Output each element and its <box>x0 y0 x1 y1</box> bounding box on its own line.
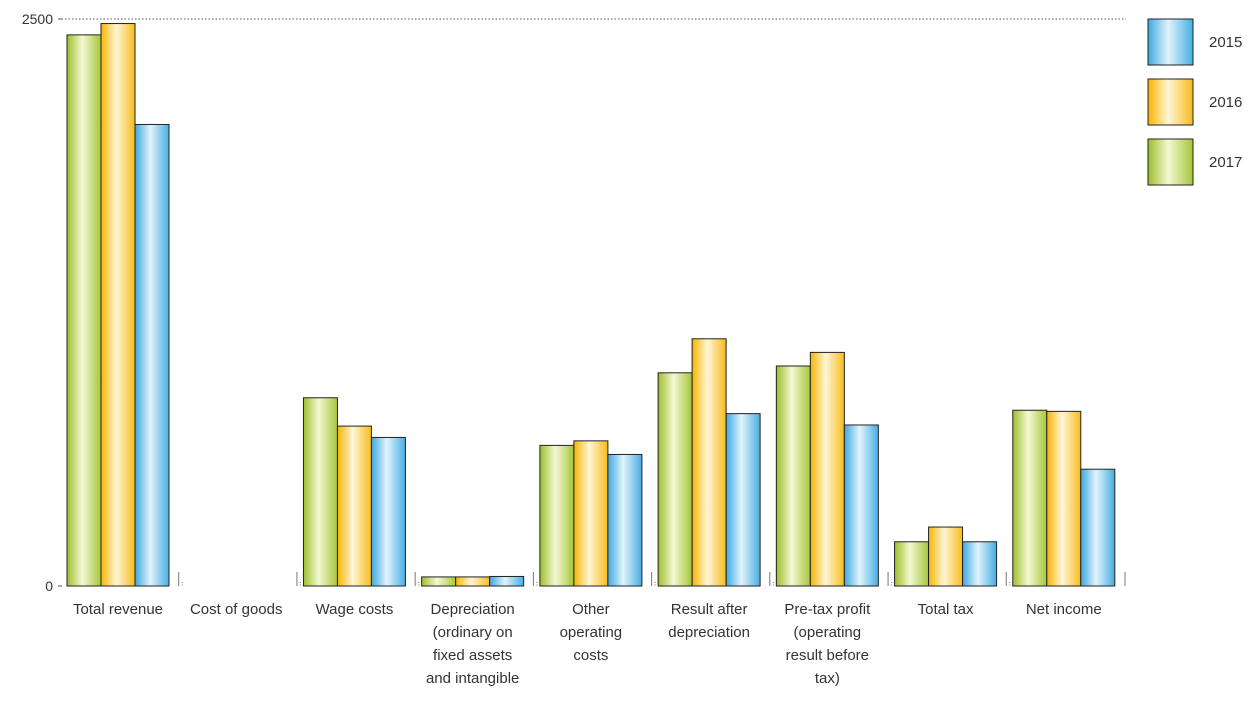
category-label: fixed assets <box>433 647 512 664</box>
category-labels: Total revenue Cost of goods Wage costs Depr… <box>73 601 1102 687</box>
bar-2016 <box>336 425 372 587</box>
bar-2017 <box>894 541 930 587</box>
bar-2017 <box>302 397 338 587</box>
bar-2016 <box>809 351 845 587</box>
category-label: depreciation <box>668 624 750 641</box>
bar-2016 <box>455 576 491 587</box>
bar-2016 <box>928 526 964 587</box>
bars <box>66 23 1116 587</box>
category-label: (operating <box>794 624 862 641</box>
bar-2016 <box>691 338 727 587</box>
category-label: Net income <box>1026 601 1102 618</box>
category-label: Total tax <box>918 601 974 618</box>
bar-2017 <box>657 372 693 587</box>
legend-label-2015: 2015 <box>1209 34 1242 51</box>
bar-2016 <box>573 440 609 587</box>
category-label: (ordinary on <box>433 624 513 641</box>
bar-2017 <box>1012 409 1048 587</box>
legend-swatch-2015 <box>1147 18 1194 66</box>
legend: 2015 2016 2017 <box>1147 18 1242 186</box>
legend-label-2017: 2017 <box>1209 154 1242 171</box>
bar-2016 <box>100 23 136 587</box>
category-label: Result after <box>671 601 748 618</box>
category-label: Depreciation <box>431 601 515 618</box>
bar-2017 <box>66 34 102 587</box>
legend-swatch-2017 <box>1147 138 1194 186</box>
bar-2016 <box>1046 410 1082 587</box>
bar-2015 <box>489 575 525 587</box>
category-label: result before <box>786 647 869 664</box>
bar-2017 <box>421 576 457 587</box>
bar-2015 <box>725 413 761 587</box>
category-label: Other <box>572 601 610 618</box>
bar-2015 <box>843 424 879 587</box>
bar-2015 <box>607 453 643 587</box>
bar-2015 <box>370 436 406 587</box>
category-label: Pre-tax profit <box>784 601 871 618</box>
legend-label-2016: 2016 <box>1209 94 1242 111</box>
y-tick-label: 0 <box>45 578 53 594</box>
category-label: costs <box>573 647 608 664</box>
bar-2015 <box>962 541 998 587</box>
category-label: tax) <box>815 670 840 687</box>
y-tick-label: 2500 <box>22 11 53 27</box>
category-label: and intangible <box>426 670 519 687</box>
bar-2015 <box>134 123 170 587</box>
category-label: Total revenue <box>73 601 163 618</box>
bar-2015 <box>1080 468 1116 587</box>
bar-2017 <box>539 444 575 587</box>
axes: 0 2500 <box>22 11 1126 594</box>
category-label: Cost of goods <box>190 601 283 618</box>
category-label: operating <box>560 624 623 641</box>
category-label: Wage costs <box>316 601 394 618</box>
legend-swatch-2016 <box>1147 78 1194 126</box>
bar-2017 <box>775 365 811 587</box>
